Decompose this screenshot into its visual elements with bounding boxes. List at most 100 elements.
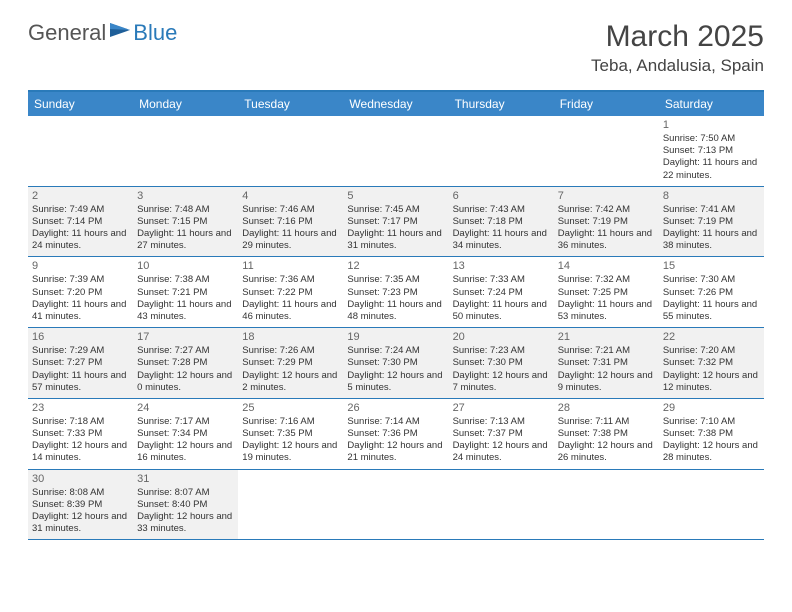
week-row: 2Sunrise: 7:49 AMSunset: 7:14 PM Daylight… (28, 187, 764, 258)
daylight-text: Daylight: 11 hours and 27 minutes. (137, 228, 234, 252)
day-number: 25 (242, 401, 339, 415)
sunrise-text: Sunrise: 7:14 AM (347, 416, 444, 428)
day-cell (133, 116, 238, 186)
daylight-text: Daylight: 11 hours and 34 minutes. (453, 228, 550, 252)
sunset-text: Sunset: 7:19 PM (558, 216, 655, 228)
sunrise-text: Sunrise: 7:21 AM (558, 345, 655, 357)
sunrise-text: Sunrise: 7:33 AM (453, 274, 550, 286)
sunset-text: Sunset: 7:28 PM (137, 357, 234, 369)
week-row: 23Sunrise: 7:18 AMSunset: 7:33 PMDayligh… (28, 399, 764, 470)
day-cell: 31Sunrise: 8:07 AMSunset: 8:40 PMDayligh… (133, 470, 238, 540)
day-number: 1 (663, 118, 760, 132)
day-number: 15 (663, 259, 760, 273)
day-number: 6 (453, 189, 550, 203)
daylight-text: Daylight: 12 hours and 2 minutes. (242, 370, 339, 394)
day-cell: 23Sunrise: 7:18 AMSunset: 7:33 PMDayligh… (28, 399, 133, 469)
daylight-text: Daylight: 11 hours and 41 minutes. (32, 299, 129, 323)
day-number: 3 (137, 189, 234, 203)
day-number: 29 (663, 401, 760, 415)
sunrise-text: Sunrise: 7:50 AM (663, 133, 760, 145)
daylight-text: Daylight: 12 hours and 0 minutes. (137, 370, 234, 394)
sunset-text: Sunset: 7:30 PM (347, 357, 444, 369)
daylight-text: Daylight: 11 hours and 43 minutes. (137, 299, 234, 323)
daylight-text: Daylight: 12 hours and 26 minutes. (558, 440, 655, 464)
day-number: 31 (137, 472, 234, 486)
sunset-text: Sunset: 7:36 PM (347, 428, 444, 440)
sunrise-text: Sunrise: 7:16 AM (242, 416, 339, 428)
sunrise-text: Sunrise: 7:24 AM (347, 345, 444, 357)
day-number: 12 (347, 259, 444, 273)
sunset-text: Sunset: 7:13 PM (663, 145, 760, 157)
day-number: 19 (347, 330, 444, 344)
day-number: 14 (558, 259, 655, 273)
sunrise-text: Sunrise: 7:10 AM (663, 416, 760, 428)
sunrise-text: Sunrise: 7:27 AM (137, 345, 234, 357)
day-number: 23 (32, 401, 129, 415)
daylight-text: Daylight: 11 hours and 31 minutes. (347, 228, 444, 252)
day-number: 17 (137, 330, 234, 344)
sunset-text: Sunset: 7:35 PM (242, 428, 339, 440)
day-cell: 10Sunrise: 7:38 AMSunset: 7:21 PMDayligh… (133, 257, 238, 327)
daylight-text: Daylight: 12 hours and 16 minutes. (137, 440, 234, 464)
sunset-text: Sunset: 8:40 PM (137, 499, 234, 511)
sunrise-text: Sunrise: 7:26 AM (242, 345, 339, 357)
sunrise-text: Sunrise: 7:46 AM (242, 204, 339, 216)
calendar: Sunday Monday Tuesday Wednesday Thursday… (28, 90, 764, 540)
day-cell: 4Sunrise: 7:46 AMSunset: 7:16 PMDaylight… (238, 187, 343, 257)
day-cell: 1Sunrise: 7:50 AMSunset: 7:13 PMDaylight… (659, 116, 764, 186)
daylight-text: Daylight: 12 hours and 9 minutes. (558, 370, 655, 394)
day-number: 22 (663, 330, 760, 344)
day-cell: 25Sunrise: 7:16 AMSunset: 7:35 PMDayligh… (238, 399, 343, 469)
sunset-text: Sunset: 7:21 PM (137, 287, 234, 299)
day-cell: 28Sunrise: 7:11 AMSunset: 7:38 PMDayligh… (554, 399, 659, 469)
day-cell: 8Sunrise: 7:41 AMSunset: 7:19 PMDaylight… (659, 187, 764, 257)
day-cell: 15Sunrise: 7:30 AMSunset: 7:26 PMDayligh… (659, 257, 764, 327)
sunset-text: Sunset: 7:25 PM (558, 287, 655, 299)
sunset-text: Sunset: 7:17 PM (347, 216, 444, 228)
day-cell: 29Sunrise: 7:10 AMSunset: 7:38 PMDayligh… (659, 399, 764, 469)
day-cell: 16Sunrise: 7:29 AMSunset: 7:27 PMDayligh… (28, 328, 133, 398)
weeks-container: 1Sunrise: 7:50 AMSunset: 7:13 PM Daylight… (28, 116, 764, 540)
day-cell: 18Sunrise: 7:26 AMSunset: 7:29 PMDayligh… (238, 328, 343, 398)
day-number: 2 (32, 189, 129, 203)
week-row: 16Sunrise: 7:29 AMSunset: 7:27 PMDayligh… (28, 328, 764, 399)
sunrise-text: Sunrise: 7:20 AM (663, 345, 760, 357)
day-cell: 20Sunrise: 7:23 AMSunset: 7:30 PMDayligh… (449, 328, 554, 398)
header: General Blue March 2025 Teba, Andalusia,… (0, 0, 792, 84)
day-cell: 22Sunrise: 7:20 AMSunset: 7:32 PMDayligh… (659, 328, 764, 398)
day-cell (238, 116, 343, 186)
sunset-text: Sunset: 7:27 PM (32, 357, 129, 369)
week-row: 30Sunrise: 8:08 AMSunset: 8:39 PMDayligh… (28, 470, 764, 541)
day-cell (449, 470, 554, 540)
sunset-text: Sunset: 7:34 PM (137, 428, 234, 440)
sunrise-text: Sunrise: 7:36 AM (242, 274, 339, 286)
sunrise-text: Sunrise: 7:41 AM (663, 204, 760, 216)
sunset-text: Sunset: 7:38 PM (558, 428, 655, 440)
day-header-wed: Wednesday (343, 92, 448, 116)
sunset-text: Sunset: 7:16 PM (242, 216, 339, 228)
sunrise-text: Sunrise: 8:08 AM (32, 487, 129, 499)
day-cell (343, 470, 448, 540)
day-cell: 7Sunrise: 7:42 AMSunset: 7:19 PMDaylight… (554, 187, 659, 257)
day-number: 27 (453, 401, 550, 415)
day-cell: 17Sunrise: 7:27 AMSunset: 7:28 PMDayligh… (133, 328, 238, 398)
sunset-text: Sunset: 7:19 PM (663, 216, 760, 228)
day-cell: 24Sunrise: 7:17 AMSunset: 7:34 PMDayligh… (133, 399, 238, 469)
day-cell: 27Sunrise: 7:13 AMSunset: 7:37 PMDayligh… (449, 399, 554, 469)
day-cell: 13Sunrise: 7:33 AMSunset: 7:24 PMDayligh… (449, 257, 554, 327)
daylight-text: Daylight: 12 hours and 5 minutes. (347, 370, 444, 394)
day-header-tue: Tuesday (238, 92, 343, 116)
day-cell (449, 116, 554, 186)
sunrise-text: Sunrise: 7:23 AM (453, 345, 550, 357)
sunrise-text: Sunrise: 7:49 AM (32, 204, 129, 216)
day-header-fri: Friday (554, 92, 659, 116)
day-number: 4 (242, 189, 339, 203)
week-row: 9Sunrise: 7:39 AMSunset: 7:20 PMDaylight… (28, 257, 764, 328)
sunset-text: Sunset: 7:32 PM (663, 357, 760, 369)
sunrise-text: Sunrise: 7:18 AM (32, 416, 129, 428)
sunset-text: Sunset: 7:14 PM (32, 216, 129, 228)
daylight-text: Daylight: 11 hours and 55 minutes. (663, 299, 760, 323)
day-cell: 2Sunrise: 7:49 AMSunset: 7:14 PMDaylight… (28, 187, 133, 257)
day-cell: 11Sunrise: 7:36 AMSunset: 7:22 PMDayligh… (238, 257, 343, 327)
logo-text-blue: Blue (133, 20, 177, 46)
